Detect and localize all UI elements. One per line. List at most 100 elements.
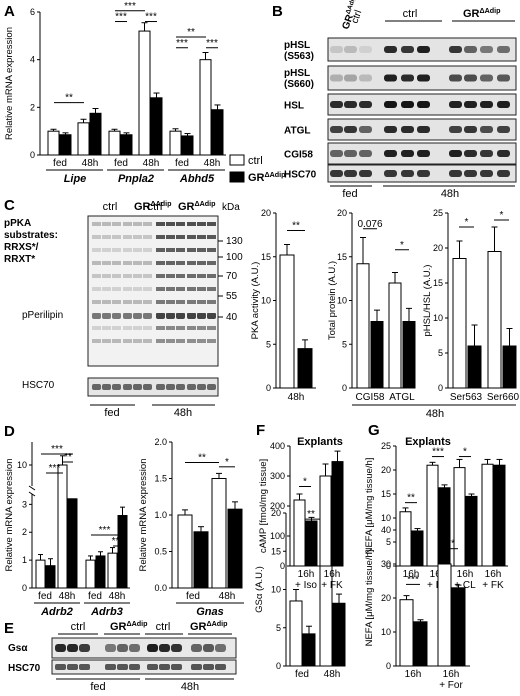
significance-label: *** <box>432 447 444 458</box>
blot-band-hsc70 <box>123 384 132 390</box>
blot-c-marker-label: 130 <box>226 236 243 247</box>
blot-band <box>143 300 152 304</box>
y-tick-label: 10 <box>271 585 281 595</box>
x-tick-label: CGI58 <box>356 392 385 403</box>
y-tick-label: 0 <box>266 383 271 393</box>
significance-label: ** <box>64 452 72 463</box>
y-tick-label: 5 <box>386 537 391 547</box>
condition-label-fed: fed <box>186 591 200 602</box>
blot-band <box>92 300 101 304</box>
significance-label: ** <box>307 509 315 520</box>
panel-label-d: D <box>4 423 15 440</box>
blot-band <box>497 170 510 177</box>
y-axis-label: Relative mRNA expression <box>4 459 15 572</box>
blot-band <box>197 235 206 239</box>
blot-band <box>187 300 196 304</box>
y-tick-label: 15 <box>433 278 443 288</box>
panel-label-f: F <box>256 422 265 439</box>
blot-e-row-label: Gsα <box>8 643 28 654</box>
blot-band <box>156 222 165 226</box>
blot-band-hsc70 <box>102 384 111 390</box>
bar-gr <box>181 135 194 156</box>
blot-band <box>344 150 357 157</box>
blot-band <box>344 101 357 108</box>
y-axis-label: GSα (A.U.) <box>254 566 265 613</box>
blot-c-label-line: RRXT* <box>4 254 35 265</box>
x-tick-label: 48h <box>288 392 305 403</box>
blot-band <box>330 74 343 82</box>
y-tick-label: 2 <box>22 527 27 537</box>
blot-band-hsc70 <box>112 384 121 390</box>
gene-label: Pnpla2 <box>118 173 154 185</box>
blot-band <box>92 339 101 343</box>
bar-ctrl <box>169 130 182 156</box>
bar-gr <box>297 348 313 389</box>
y-tick-label: 10 <box>261 296 271 306</box>
blot-band <box>464 74 477 82</box>
blot-band <box>133 287 142 291</box>
blot-band <box>417 126 430 133</box>
panel-label-e: E <box>4 620 14 637</box>
bar-ctrl <box>35 559 46 589</box>
y-tick-label: 30 <box>381 559 391 569</box>
blot-band <box>55 664 66 670</box>
blot-band <box>133 261 142 265</box>
blot-band <box>102 300 111 304</box>
blot-band <box>176 326 185 330</box>
y-axis-label: NEFA [μM/mg tissue/h] <box>364 550 375 647</box>
blot-band <box>171 644 182 652</box>
x-tick-label: fed <box>295 669 309 680</box>
blot-band <box>330 46 343 53</box>
bar-ctrl <box>437 563 452 667</box>
blot-band <box>330 170 343 177</box>
blot-band <box>480 101 493 108</box>
blot-e-ctrl-fed: ctrl <box>71 621 86 633</box>
blot-band <box>417 170 430 177</box>
bar-ctrl <box>487 251 502 389</box>
x-tick-label: 16h <box>457 569 474 580</box>
bar-ctrl <box>107 552 118 589</box>
blot-band <box>102 222 111 226</box>
blot-b-gr-48h-label: GRΔAdip <box>463 7 501 20</box>
gene-label: Lipe <box>64 173 87 185</box>
blot-band <box>464 126 477 133</box>
blot-band <box>449 46 462 53</box>
y-axis-label: NEFA [μM/mg tissue/h] <box>364 458 375 555</box>
blot-band <box>166 248 175 252</box>
blot-band <box>92 261 101 265</box>
blot-band <box>92 222 101 226</box>
blot-band <box>344 74 357 82</box>
blot-band <box>449 101 462 108</box>
blot-band <box>464 101 477 108</box>
blot-band <box>197 326 206 330</box>
blot-band <box>92 287 101 291</box>
blot-band <box>497 74 510 82</box>
bar-ctrl <box>177 514 193 589</box>
blot-band <box>187 287 196 291</box>
x-tick-label: ATGL <box>389 392 415 403</box>
significance-label: * <box>225 457 229 468</box>
blot-band <box>344 170 357 177</box>
blot-band <box>359 126 372 133</box>
blot-c-label-line: RRXS*/ <box>4 242 39 253</box>
significance-label: ** <box>65 93 73 104</box>
blot-band <box>143 235 152 239</box>
blot-band <box>384 101 397 108</box>
y-tick-label: 25 <box>433 208 443 218</box>
blot-c-ctrl-fed: ctrl <box>103 201 118 213</box>
blot-band <box>156 235 165 239</box>
y-tick-label: 5 <box>276 623 281 633</box>
x-tick-label: 16h <box>443 669 460 680</box>
y-tick-label: 10 <box>17 460 27 470</box>
y-tick-label: 0.0 <box>154 583 167 593</box>
blot-band <box>129 664 140 670</box>
blot-c-label-line: pPKA <box>4 218 31 229</box>
blot-band <box>112 261 121 265</box>
panel-g: G Explants 0 5 10 15 20 25 NEFA [μM/mg tissue/h]… <box>364 422 508 691</box>
bar-gr <box>331 461 344 567</box>
blot-band <box>401 126 414 133</box>
blot-band <box>330 101 343 108</box>
bar-gr <box>438 487 451 567</box>
blot-band-perilipin <box>143 313 152 319</box>
